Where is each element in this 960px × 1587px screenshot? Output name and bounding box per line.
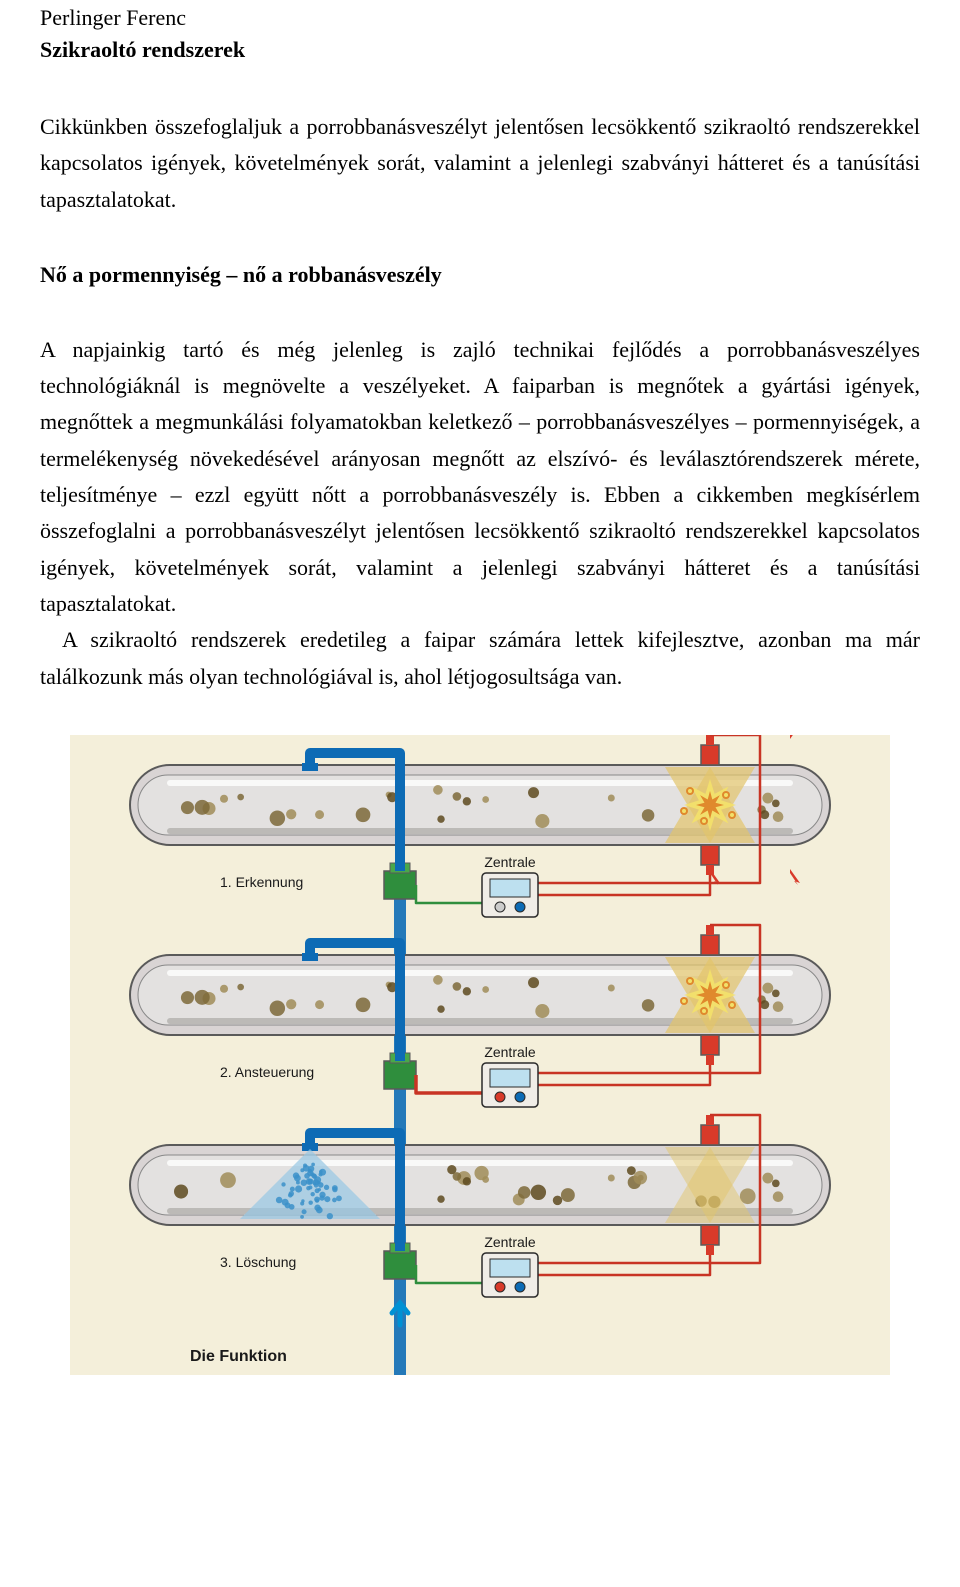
author-name: Perlinger Ferenc [40,5,920,31]
svg-text:Zentrale: Zentrale [484,1234,536,1250]
figure-caption: Die Funktion [190,1348,287,1365]
body-paragraph-1: A napjainkig tartó és még jelenleg is za… [40,332,920,622]
spark-extinguish-diagram: Zentrale 1. Erkennung Zentrale 2. Ansteueru… [70,735,890,1375]
section-heading: Nő a pormennyiség – nő a robbanásveszély [40,262,920,288]
svg-text:3. Löschung: 3. Löschung [220,1254,296,1270]
svg-text:Zentrale: Zentrale [484,854,536,870]
article-title: Szikraoltó rendszerek [40,37,920,63]
svg-text:1. Erkennung: 1. Erkennung [220,874,303,890]
svg-text:Zentrale: Zentrale [484,1044,536,1060]
svg-text:2. Ansteuerung: 2. Ansteuerung [220,1064,314,1080]
page: Perlinger Ferenc Szikraoltó rendszerek C… [0,0,960,1587]
body-paragraph-2: A szikraoltó rendszerek eredetileg a fai… [40,622,920,695]
figure-container: Zentrale 1. Erkennung Zentrale 2. Ansteueru… [40,735,920,1375]
intro-paragraph: Cikkünkben összefoglaljuk a porrobbanásv… [40,109,920,218]
